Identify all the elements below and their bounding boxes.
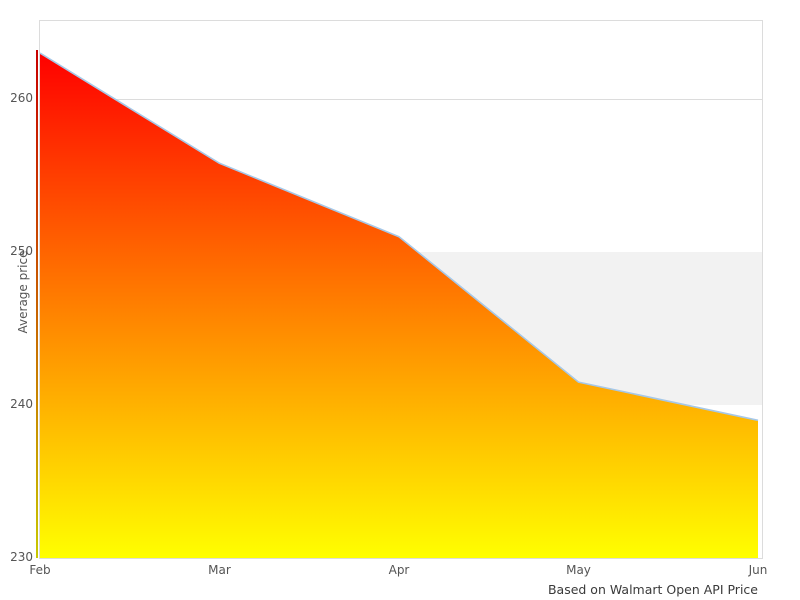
x-tick-label: Feb bbox=[29, 563, 51, 577]
gridline bbox=[40, 99, 762, 101]
price-area bbox=[40, 53, 758, 558]
y-tick-label: 230 bbox=[10, 550, 33, 564]
y-tick-label: 260 bbox=[10, 91, 33, 106]
x-tick-label: Jun bbox=[748, 563, 768, 577]
x-tick-label: May bbox=[566, 563, 591, 577]
y-tick-label: 250 bbox=[10, 244, 33, 259]
chart-caption: Based on Walmart Open API Price bbox=[547, 582, 758, 597]
area-left-edge bbox=[36, 50, 38, 558]
plot-area bbox=[39, 20, 763, 559]
area-chart-svg bbox=[40, 52, 759, 558]
x-tick-label: Mar bbox=[208, 563, 231, 577]
y-tick-label: 240 bbox=[10, 397, 33, 411]
price-line bbox=[40, 52, 759, 422]
x-tick-label: Apr bbox=[388, 563, 410, 577]
y-axis-title: Average price bbox=[16, 250, 30, 334]
